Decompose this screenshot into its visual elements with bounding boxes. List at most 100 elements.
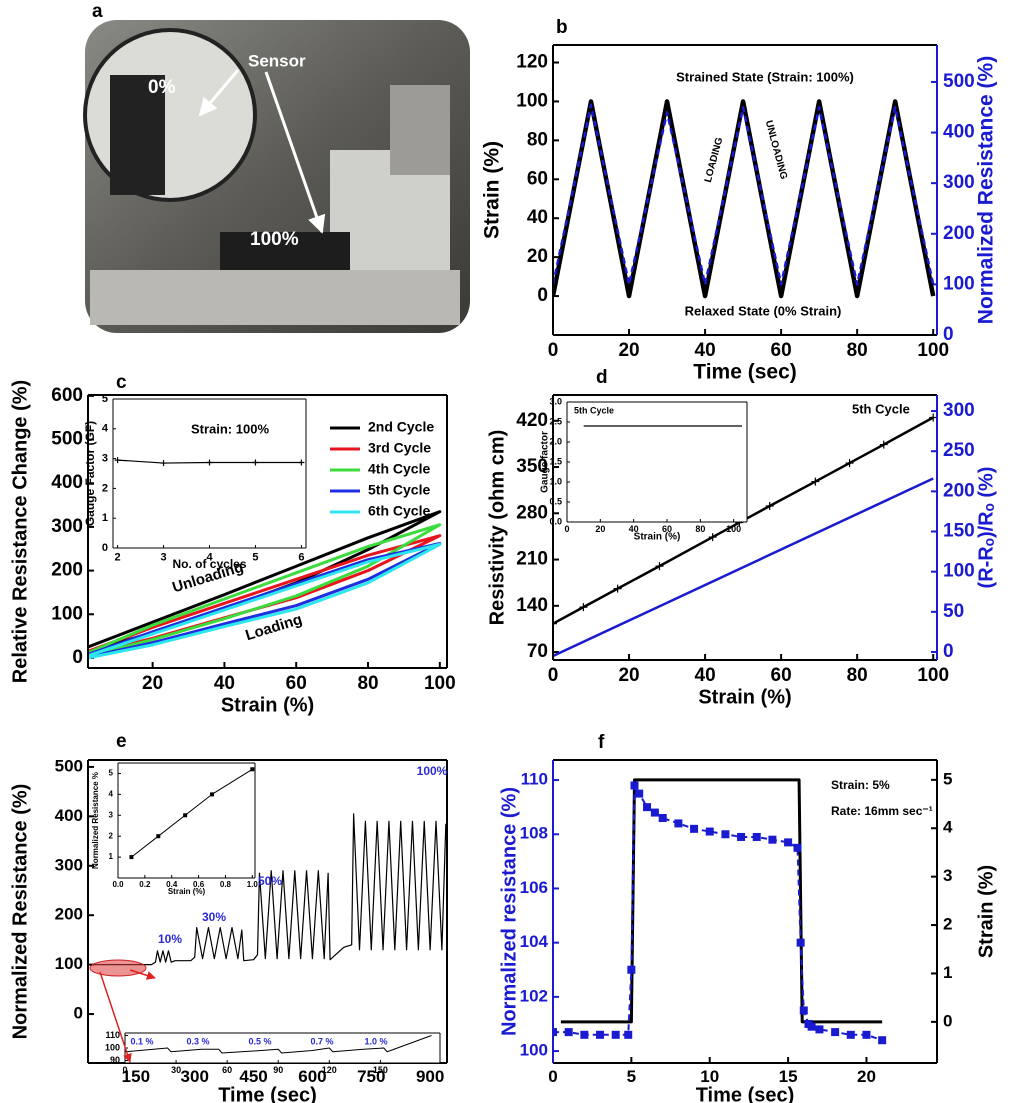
marker	[129, 855, 134, 860]
marker	[831, 1028, 840, 1037]
legend-label: 5th Cycle	[368, 482, 430, 498]
y-tick-label: 2	[109, 831, 114, 840]
marker	[183, 813, 188, 818]
x-tick-label: 120	[322, 1065, 337, 1075]
x-axis-label: Strain (%)	[698, 686, 791, 708]
panel-label: b	[556, 17, 568, 38]
inset-chart: 0 20 40 60 80 100 0.0 0.5 1.0 1.5 2.0 2.5 3.0 Strain …	[540, 396, 748, 543]
x-tick-label: 150	[122, 1067, 150, 1086]
y-tick-label: 0	[537, 285, 548, 306]
series-line	[553, 103, 935, 286]
marker	[114, 457, 121, 464]
y2-axis-label: Strain (%)	[975, 865, 997, 958]
marker	[596, 1030, 605, 1039]
arrow	[99, 971, 132, 1063]
x-tick-label: 0	[564, 524, 569, 534]
marker	[811, 477, 820, 486]
x-axis-label: Strain (%)	[168, 887, 206, 896]
x-tick-label: 80	[847, 340, 868, 361]
legend-label: 3rd Cycle	[368, 440, 431, 456]
x-tick-label: 20	[618, 340, 639, 361]
marker	[879, 440, 888, 449]
arrow	[198, 69, 240, 117]
x-tick-label: 100	[917, 340, 949, 361]
series-group	[553, 413, 937, 658]
x-tick-label: 2	[115, 551, 121, 563]
y-tick-label: 104	[520, 932, 549, 951]
marker	[627, 965, 636, 974]
x-tick-label: 150	[373, 1065, 388, 1075]
annotation: Rate: 16mm sec⁻¹	[831, 804, 933, 818]
chart-layer: 0 20 40 60 80 1000204060801001200100200300400…	[9, 17, 997, 1103]
y-axis-label: Normalized Resistance %	[91, 772, 100, 869]
x-tick-label: 40	[629, 524, 639, 534]
photo-label: Sensor	[248, 51, 306, 70]
y-tick-label: 140	[516, 595, 548, 616]
x-tick-label: 20	[618, 665, 639, 686]
magnifier	[89, 959, 147, 977]
legend-label: 4th Cycle	[368, 461, 430, 477]
series-line	[88, 542, 442, 660]
marker	[564, 1028, 573, 1037]
x-axis-label: No. of cycles	[172, 557, 246, 571]
annotation: Strained State (Strain: 100%)	[676, 69, 854, 84]
x-tick-label: 40	[214, 673, 235, 694]
series-line	[88, 813, 447, 966]
y2-tick-label: 200	[943, 480, 975, 501]
marker	[674, 819, 683, 828]
y2-tick-label: 0	[943, 641, 954, 662]
inset-chart: 0.0 0.2 0.4 0.6 0.8 1.0 1 2 3 4 5 Strain (%) Normali…	[91, 762, 259, 896]
x-tick-label: 20	[142, 673, 163, 694]
x-tick-label: 80	[695, 524, 705, 534]
marker	[845, 459, 854, 468]
x-tick-label: 4	[206, 551, 213, 563]
x-tick-label: 0	[548, 340, 559, 361]
y-tick-label: 90	[110, 1055, 120, 1065]
y-tick-label: 280	[516, 502, 548, 523]
plot-area	[113, 399, 306, 548]
y2-tick-label: 100	[943, 273, 975, 294]
y-tick-label: 100	[55, 954, 83, 973]
marker	[846, 1030, 855, 1039]
y-tick-label: 2.5	[549, 416, 562, 426]
x-axis-label: Strain (%)	[221, 694, 314, 716]
sensor-strip	[220, 232, 350, 272]
marker	[553, 1028, 557, 1037]
marker	[799, 1006, 808, 1015]
y2-tick-label: 300	[943, 172, 975, 193]
x-tick-label: 100	[424, 673, 456, 694]
y-tick-label: 120	[516, 52, 548, 73]
x-axis-label: Time (sec)	[218, 1084, 317, 1103]
marker	[878, 1036, 887, 1045]
inset-chart: 2 3 4 5 6 0 1 2 3 4 5 No. of cycles Gauge Factor (GF…	[83, 393, 307, 571]
panel-label: a	[92, 1, 103, 22]
marker	[765, 502, 774, 511]
x-tick-label: 0	[122, 1065, 127, 1075]
y-tick-label: 350	[516, 456, 548, 477]
marker	[721, 830, 730, 839]
y-tick-label: 106	[520, 878, 548, 897]
y-tick-label: 200	[51, 560, 83, 581]
y-tick-label: 70	[527, 641, 548, 662]
legend-label: 6th Cycle	[368, 503, 430, 519]
y-tick-label: 300	[51, 516, 83, 537]
y2-tick-label: 300	[943, 400, 975, 421]
y-axis-label: Strain (%)	[481, 141, 504, 239]
y-tick-label: 400	[55, 806, 83, 825]
x-tick-label: 1.0	[247, 880, 259, 889]
marker	[630, 781, 639, 790]
y-tick-label: 210	[516, 549, 548, 570]
inset-chart: 0 30 60 90 120 150 90 100 110 0.1 % 0.3 % 0.5 % 0.7 …	[105, 1030, 441, 1075]
x-tick-label: 0.6	[193, 880, 205, 889]
marker	[160, 460, 167, 467]
x-axis-label: Time (sec)	[696, 1084, 795, 1103]
y-tick-label: 102	[520, 986, 548, 1005]
y2-tick-label: 3	[943, 866, 952, 885]
annotation: 0.1 %	[130, 1036, 153, 1046]
annotation: 10%	[158, 932, 182, 946]
arrow	[129, 969, 156, 980]
series-group	[125, 1035, 432, 1054]
y2-tick-label: 100	[943, 561, 975, 582]
marker	[635, 789, 644, 798]
marker	[156, 834, 161, 839]
